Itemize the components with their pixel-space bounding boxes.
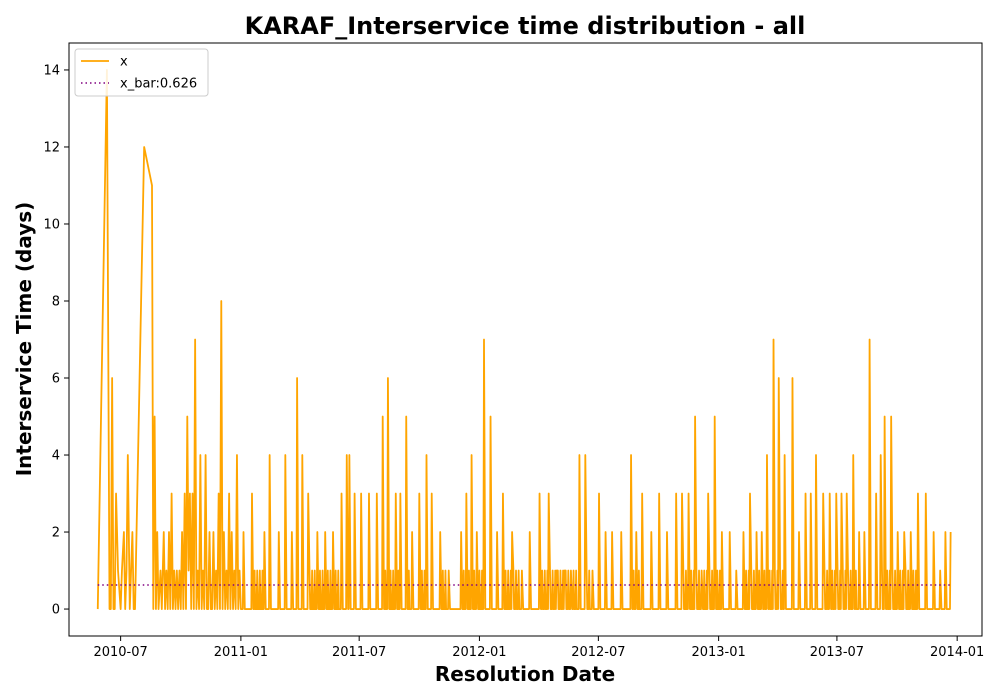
y-tick-label: 2 xyxy=(52,526,60,541)
legend-entry-x-label: x xyxy=(120,55,128,70)
series-line-x xyxy=(96,69,952,610)
x-axis-label: Resolution Date xyxy=(435,662,615,686)
y-axis-label: Interservice Time (days) xyxy=(12,202,36,477)
y-tick-label: 14 xyxy=(43,63,60,78)
x-tick-label: 2013-01 xyxy=(691,645,745,660)
x-tick-label: 2011-07 xyxy=(332,645,386,660)
y-tick-label: 8 xyxy=(52,294,60,309)
x-tick-label: 2012-01 xyxy=(452,645,506,660)
x-tick-label: 2014-01 xyxy=(930,645,984,660)
y-tick-label: 0 xyxy=(52,603,60,618)
y-tick-label: 6 xyxy=(52,372,60,387)
x-tick-label: 2013-07 xyxy=(810,645,864,660)
chart-title: KARAF_Interservice time distribution - a… xyxy=(245,12,806,40)
x-axis: 2010-07 2011-01 2011-07 2012-01 2012-07 2013-… xyxy=(93,636,984,660)
x-tick-label: 2010-07 xyxy=(93,645,147,660)
legend-entry-x-bar-label: x_bar:0.626 xyxy=(120,77,197,92)
legend: x x_bar:0.626 xyxy=(74,48,209,97)
plot-area xyxy=(68,42,983,637)
axes-frame xyxy=(68,42,983,637)
x-tick-label: 2011-01 xyxy=(214,645,268,660)
x-tick-label: 2012-07 xyxy=(571,645,625,660)
y-tick-label: 4 xyxy=(52,449,60,464)
y-tick-label: 12 xyxy=(43,140,60,155)
y-tick-label: 10 xyxy=(43,217,60,232)
y-axis: 0 2 4 6 8 10 12 14 xyxy=(43,63,69,618)
